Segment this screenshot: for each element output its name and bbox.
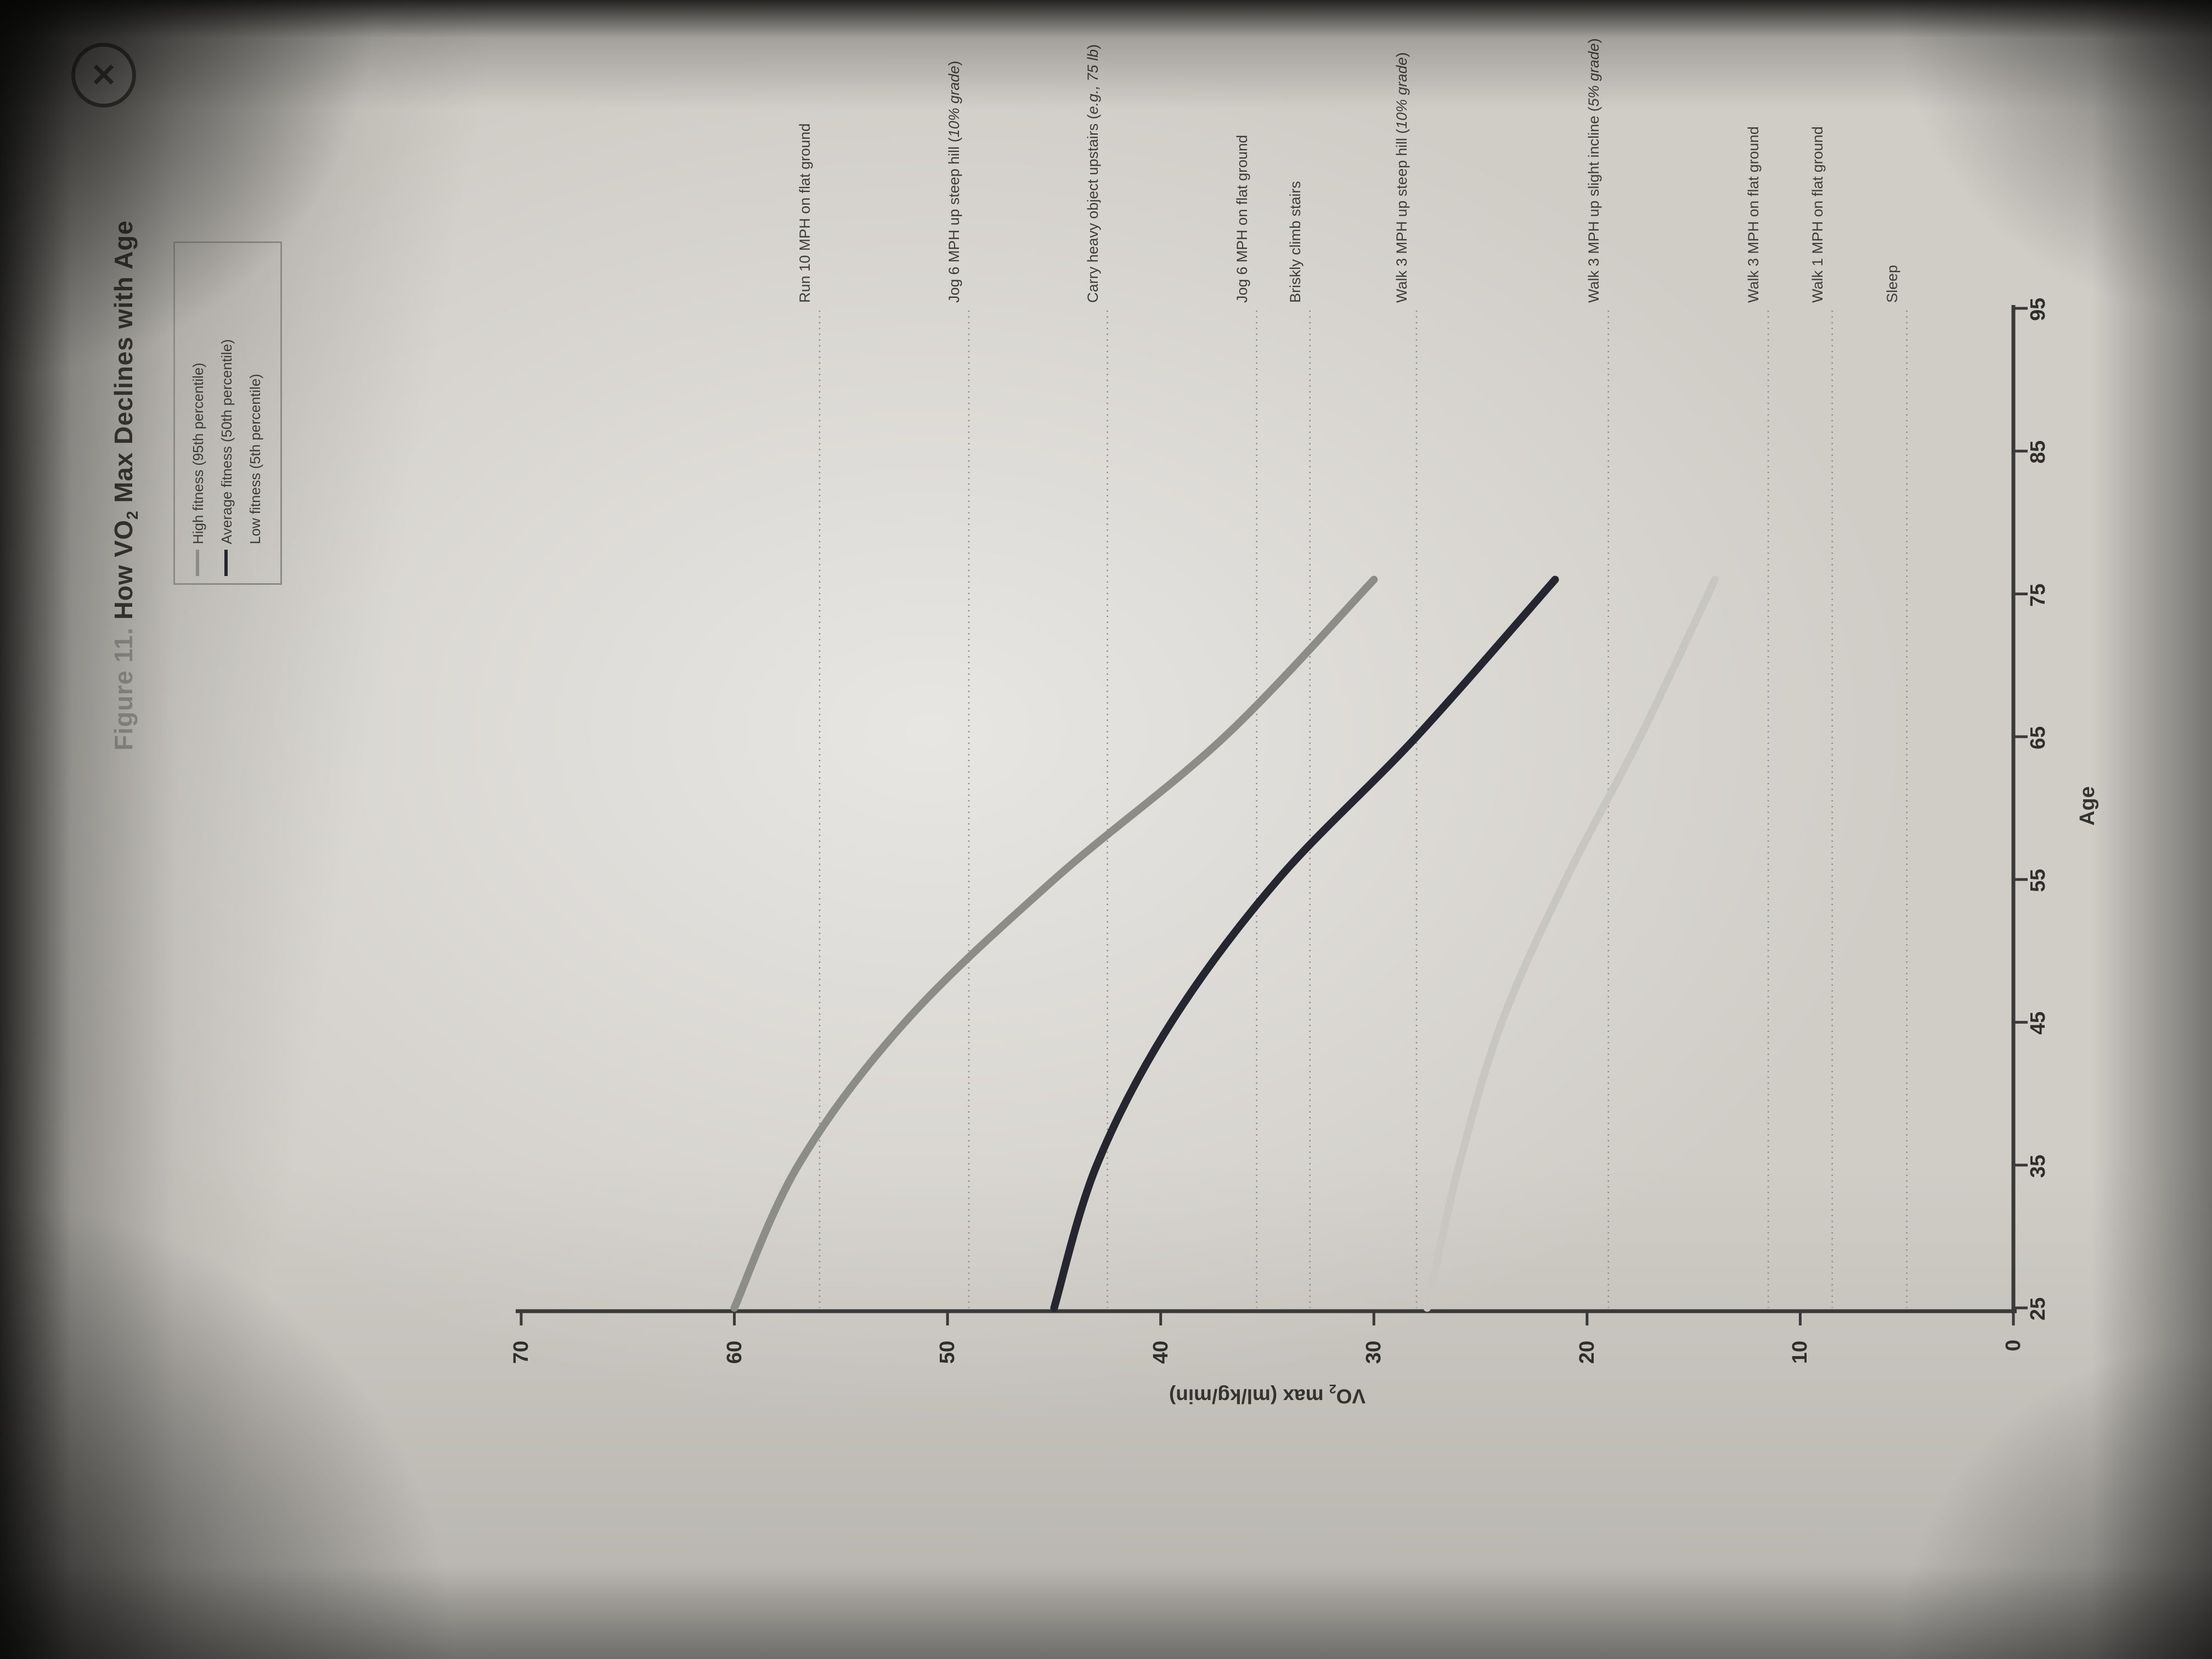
legend-swatch (253, 550, 256, 576)
legend-swatch (196, 550, 199, 576)
age-tick-label: 75 (2027, 583, 2050, 607)
reference-line-label: Jog 6 MPH up steep hill (10% grade) (946, 60, 962, 303)
vo2-tick-label: 40 (1149, 1340, 1172, 1364)
close-button[interactable]: ✕ (71, 43, 136, 108)
x-axis-title: Age (2076, 786, 2099, 826)
age-tick-label: 85 (2027, 441, 2050, 464)
fitness-curve (1050, 575, 1559, 1312)
reference-line-label: Walk 3 MPH on flat ground (1745, 126, 1762, 303)
reference-line-label: Sleep (1883, 264, 1900, 303)
vo2-tick-label: 50 (936, 1340, 960, 1364)
reference-line-label: Walk 3 MPH up slight incline (5% grade) (1585, 38, 1602, 303)
reference-line-label: Briskly climb stairs (1286, 180, 1304, 303)
age-tick-label: 35 (2027, 1154, 2050, 1178)
vo2-tick-label: 10 (1788, 1340, 1812, 1364)
legend-swatch (224, 550, 228, 576)
vo2-tick-label: 60 (723, 1340, 746, 1364)
vo2-tick-label: 20 (1575, 1340, 1599, 1364)
reference-line-label: Jog 6 MPH on flat ground (1233, 134, 1250, 303)
fitness-curve (730, 575, 1378, 1312)
age-tick-label: 25 (2027, 1297, 2050, 1321)
age-tick-label: 55 (2027, 868, 2050, 893)
y-axis-title: VO2 max (ml/kg/min) (1169, 1381, 1366, 1408)
age-tick-label: 45 (2027, 1012, 2050, 1035)
reference-line-label: Walk 1 MPH on flat ground (1809, 126, 1826, 303)
fitness-curve (1423, 575, 1719, 1312)
close-icon: ✕ (90, 58, 117, 93)
legend-item-label: Low fitness (5th percentile) (247, 374, 263, 544)
reference-line-label: Walk 3 MPH up steep hill (10% grade) (1393, 52, 1410, 303)
age-tick-label: 65 (2027, 726, 2050, 749)
legend-item-label: High fitness (95th percentile) (190, 363, 206, 544)
vo2-tick-label: 70 (510, 1340, 533, 1364)
legend-item-label: Average fitness (50th percentile) (218, 339, 235, 544)
vo2-tick-label: 30 (1362, 1340, 1386, 1364)
vo2-tick-label: 0 (2002, 1339, 2025, 1351)
reference-line-label: Carry heavy object upstairs (e.g., 75 lb… (1084, 44, 1101, 303)
reference-line-label: Run 10 MPH on flat ground (797, 123, 813, 303)
age-tick-label: 95 (2027, 297, 2050, 321)
